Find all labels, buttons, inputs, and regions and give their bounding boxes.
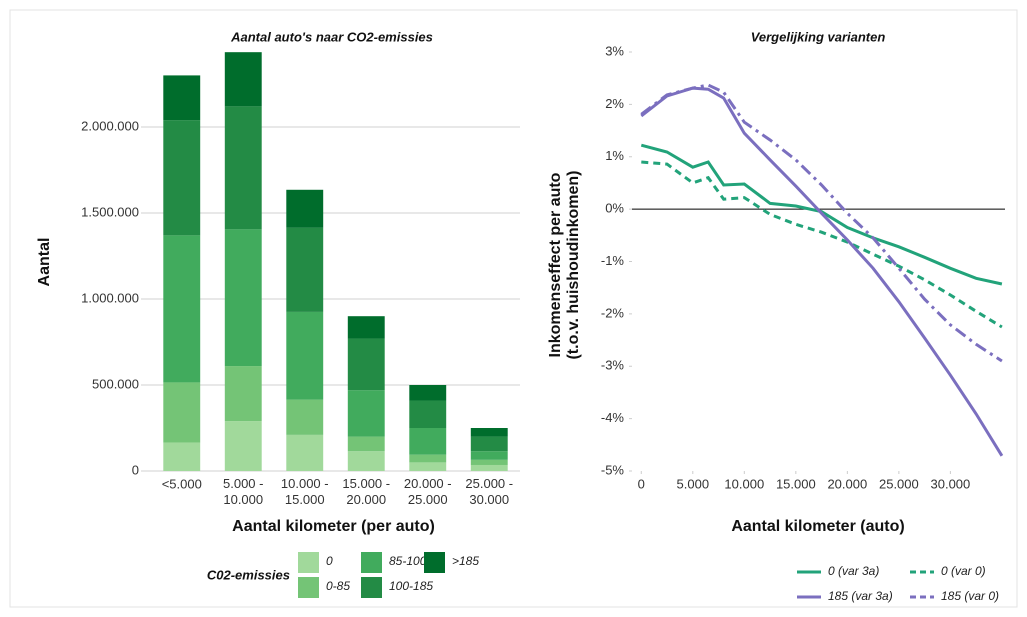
x-tick-line: 15.000 - (342, 476, 390, 491)
legend-label: 0 (326, 554, 333, 568)
x-tick-label: 0 (638, 476, 645, 491)
y-tick-label: 2% (605, 96, 624, 111)
bar-segment (347, 436, 385, 452)
bar-segment (163, 382, 201, 443)
y-tick-label: -3% (601, 358, 625, 373)
legend-label: 100-185 (389, 579, 433, 593)
legend-label: >185 (452, 554, 479, 568)
x-tick-line: 30.000 (469, 492, 509, 507)
bar-segment (347, 338, 385, 391)
bar-segment (347, 451, 385, 471)
x-tick-line: 5.000 - (223, 476, 263, 491)
line-series (640, 86, 1004, 457)
bar-segment (470, 459, 508, 465)
bar-segment (409, 400, 447, 428)
x-tick-line: 25.000 (408, 492, 448, 507)
y-tick-label: 1.500.000 (81, 204, 139, 219)
bar-segment (470, 428, 508, 437)
bar-segment (163, 442, 201, 471)
x-tick-line: 20.000 - (404, 476, 452, 491)
bar-segment (347, 316, 385, 339)
bar-segment (163, 75, 201, 121)
x-tick-label: 5.000 -10.000 (223, 476, 263, 507)
y-tick-label: -1% (601, 253, 625, 268)
y-tick-label: 2.000.000 (81, 118, 139, 133)
bar-segment (224, 366, 262, 422)
x-tick-label: 20.000 -25.000 (404, 476, 452, 507)
x-tick-line: 10.000 - (281, 476, 329, 491)
bar-segment (163, 235, 201, 383)
chart-title: Vergelijking varianten (751, 29, 886, 44)
x-tick-label: 10.000 (724, 476, 764, 491)
y-tick-label: 3% (605, 43, 624, 58)
bar-segment (409, 462, 447, 471)
x-axis-label: Aantal kilometer (per auto) (232, 518, 435, 535)
bar-segment (286, 189, 324, 228)
y-tick-label: 1.000.000 (81, 290, 139, 305)
line-series (640, 143, 1003, 286)
x-tick-label: 25.000 (879, 476, 919, 491)
y-tick-label: -4% (601, 410, 625, 425)
legend-title: C02-emissies (207, 567, 290, 582)
x-tick-label: 5.000 (677, 476, 710, 491)
x-tick-label: 15.000 -20.000 (342, 476, 390, 507)
bar-segment (347, 390, 385, 437)
bar-segment (286, 399, 324, 435)
legend-label: 185 (var 0) (941, 589, 999, 603)
bar-segment (409, 454, 447, 463)
bar-segment (409, 385, 447, 401)
y-tick-label: -2% (601, 305, 625, 320)
bar-segment (224, 106, 262, 230)
y-axis-label: (t.o.v. huishoudinkomen) (565, 170, 582, 359)
bar-segment (286, 434, 324, 471)
bar-segment (286, 227, 324, 312)
x-tick-label: 10.000 -15.000 (281, 476, 329, 507)
x-axis-label: Aantal kilometer (auto) (731, 518, 904, 535)
bar-segment (224, 229, 262, 367)
legend-swatch (361, 577, 382, 598)
chart-title: Aantal auto's naar CO2-emissies (230, 29, 433, 44)
bar-segment (409, 428, 447, 455)
line-series (641, 160, 1003, 329)
bar-segment (163, 120, 201, 236)
x-tick-label: 20.000 (827, 476, 867, 491)
line-series (640, 83, 1003, 363)
x-tick-label: 25.000 -30.000 (465, 476, 513, 507)
legend-label: 85-100 (389, 554, 427, 568)
legend-label: 0 (var 3a) (828, 564, 879, 578)
x-tick-label: <5.000 (162, 476, 202, 491)
bar-segment (470, 451, 508, 460)
x-tick-line: 15.000 (285, 492, 325, 507)
x-tick-label: 15.000 (776, 476, 816, 491)
legend-swatch (424, 552, 445, 573)
x-tick-line: 25.000 - (465, 476, 513, 491)
bar-segment (224, 421, 262, 471)
y-tick-label: 500.000 (92, 376, 139, 391)
x-tick-label: 30.000 (931, 476, 971, 491)
y-tick-label: -5% (601, 462, 625, 477)
legend-label: 185 (var 3a) (828, 589, 893, 603)
bar-segment (286, 311, 324, 400)
legend-swatch (298, 577, 319, 598)
bar-segment (224, 52, 262, 107)
legend-swatch (361, 552, 382, 573)
y-tick-label: 0% (605, 201, 624, 216)
y-tick-label: 1% (605, 148, 624, 163)
y-axis-label: Inkomenseffect per auto (547, 172, 564, 357)
legend-swatch (298, 552, 319, 573)
x-tick-line: 20.000 (346, 492, 386, 507)
bar-segment (470, 436, 508, 452)
bar-segment (470, 464, 508, 471)
x-tick-line: 10.000 (223, 492, 263, 507)
legend-label: 0 (var 0) (941, 564, 986, 578)
legend-label: 0-85 (326, 579, 350, 593)
y-axis-label: Aantal (36, 238, 53, 287)
y-tick-label: 0 (132, 462, 139, 477)
